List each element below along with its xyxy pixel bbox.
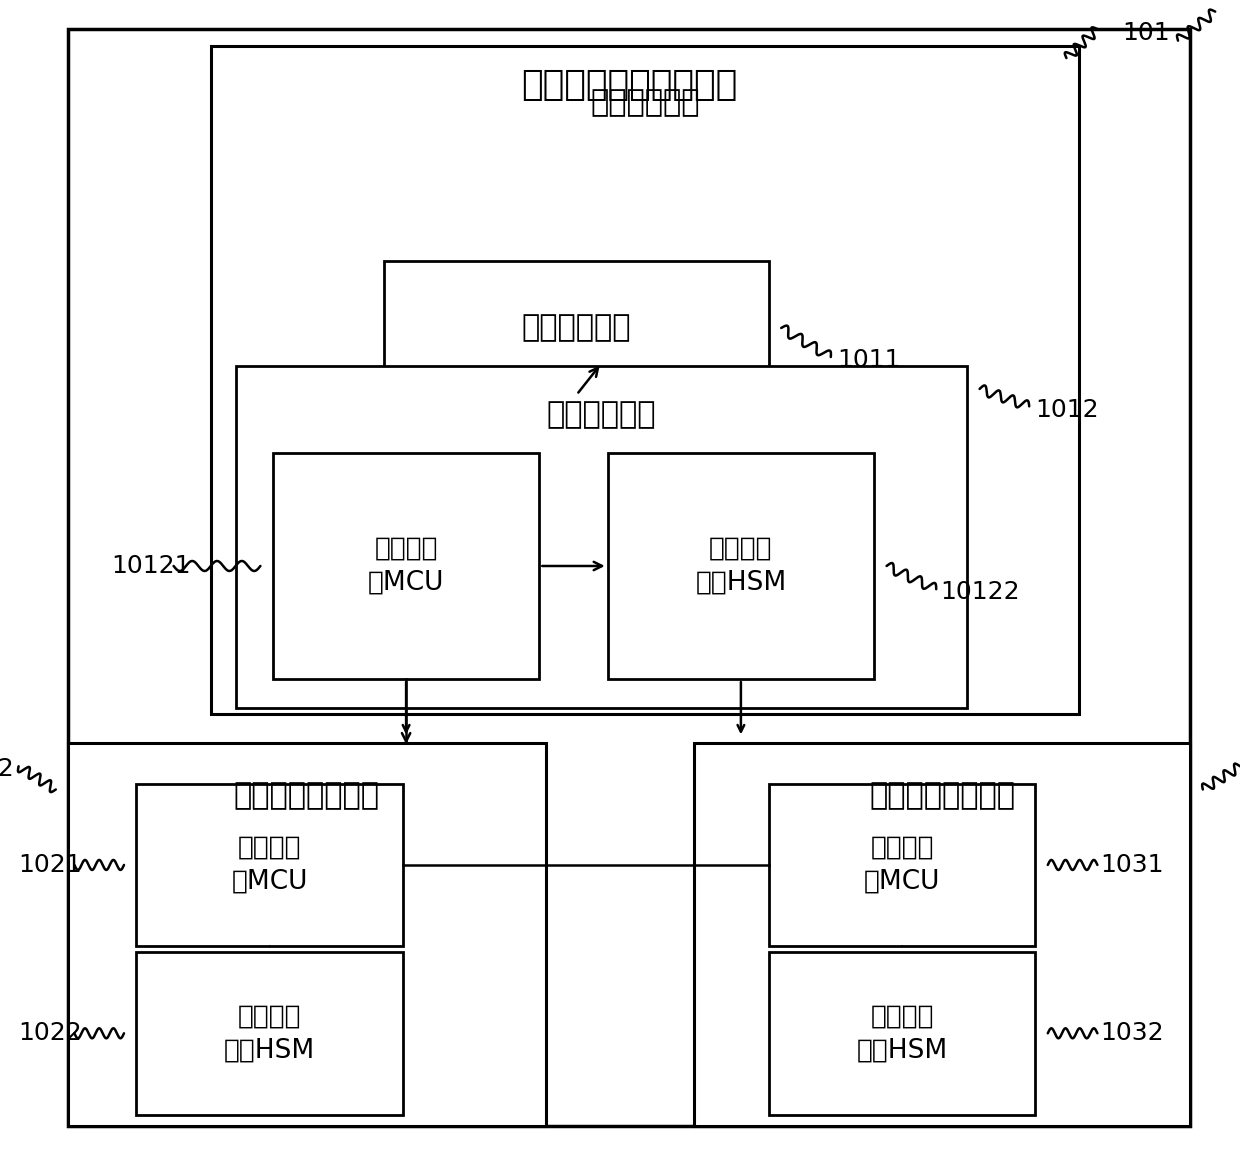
Text: 硬件安全
模块HSM: 硬件安全 模块HSM — [224, 1003, 315, 1063]
Bar — [273, 453, 539, 679]
Text: 车载网路安全认证系统: 车载网路安全认证系统 — [521, 67, 738, 102]
Text: 1012: 1012 — [1035, 398, 1099, 421]
Text: 101: 101 — [1122, 21, 1169, 44]
Bar — [68, 743, 546, 1126]
Bar — [769, 784, 1035, 946]
Bar — [136, 784, 403, 946]
Text: 第一车载通信装置: 第一车载通信装置 — [234, 781, 379, 809]
Text: 1011: 1011 — [837, 348, 900, 373]
Bar — [136, 952, 403, 1115]
Text: 信息交换组件: 信息交换组件 — [522, 313, 631, 342]
Bar — [694, 743, 1190, 1126]
Text: 1021: 1021 — [19, 853, 82, 877]
Text: 1032: 1032 — [1100, 1022, 1163, 1045]
Bar — [236, 366, 967, 708]
Text: 第二车载通信装置: 第二车载通信装置 — [869, 781, 1016, 809]
Bar — [769, 952, 1035, 1115]
Text: 硬件安全
模块HSM: 硬件安全 模块HSM — [696, 536, 786, 596]
Text: 10122: 10122 — [940, 579, 1019, 604]
Text: 10121: 10121 — [112, 554, 191, 578]
Text: 1022: 1022 — [19, 1022, 82, 1045]
Text: 硬件安全
模块HSM: 硬件安全 模块HSM — [857, 1003, 947, 1063]
Text: 车载认证中心: 车载认证中心 — [590, 88, 699, 116]
Text: 车载认证组件: 车载认证组件 — [547, 401, 656, 428]
Bar — [211, 46, 1079, 714]
Text: 102: 102 — [0, 757, 15, 780]
Text: 微控制单
元MCU: 微控制单 元MCU — [864, 835, 940, 895]
Bar — [384, 261, 769, 395]
Bar — [608, 453, 874, 679]
Text: 微控制单
元MCU: 微控制单 元MCU — [232, 835, 308, 895]
Text: 微控制单
元MCU: 微控制单 元MCU — [368, 536, 444, 596]
Text: 1031: 1031 — [1100, 853, 1163, 877]
